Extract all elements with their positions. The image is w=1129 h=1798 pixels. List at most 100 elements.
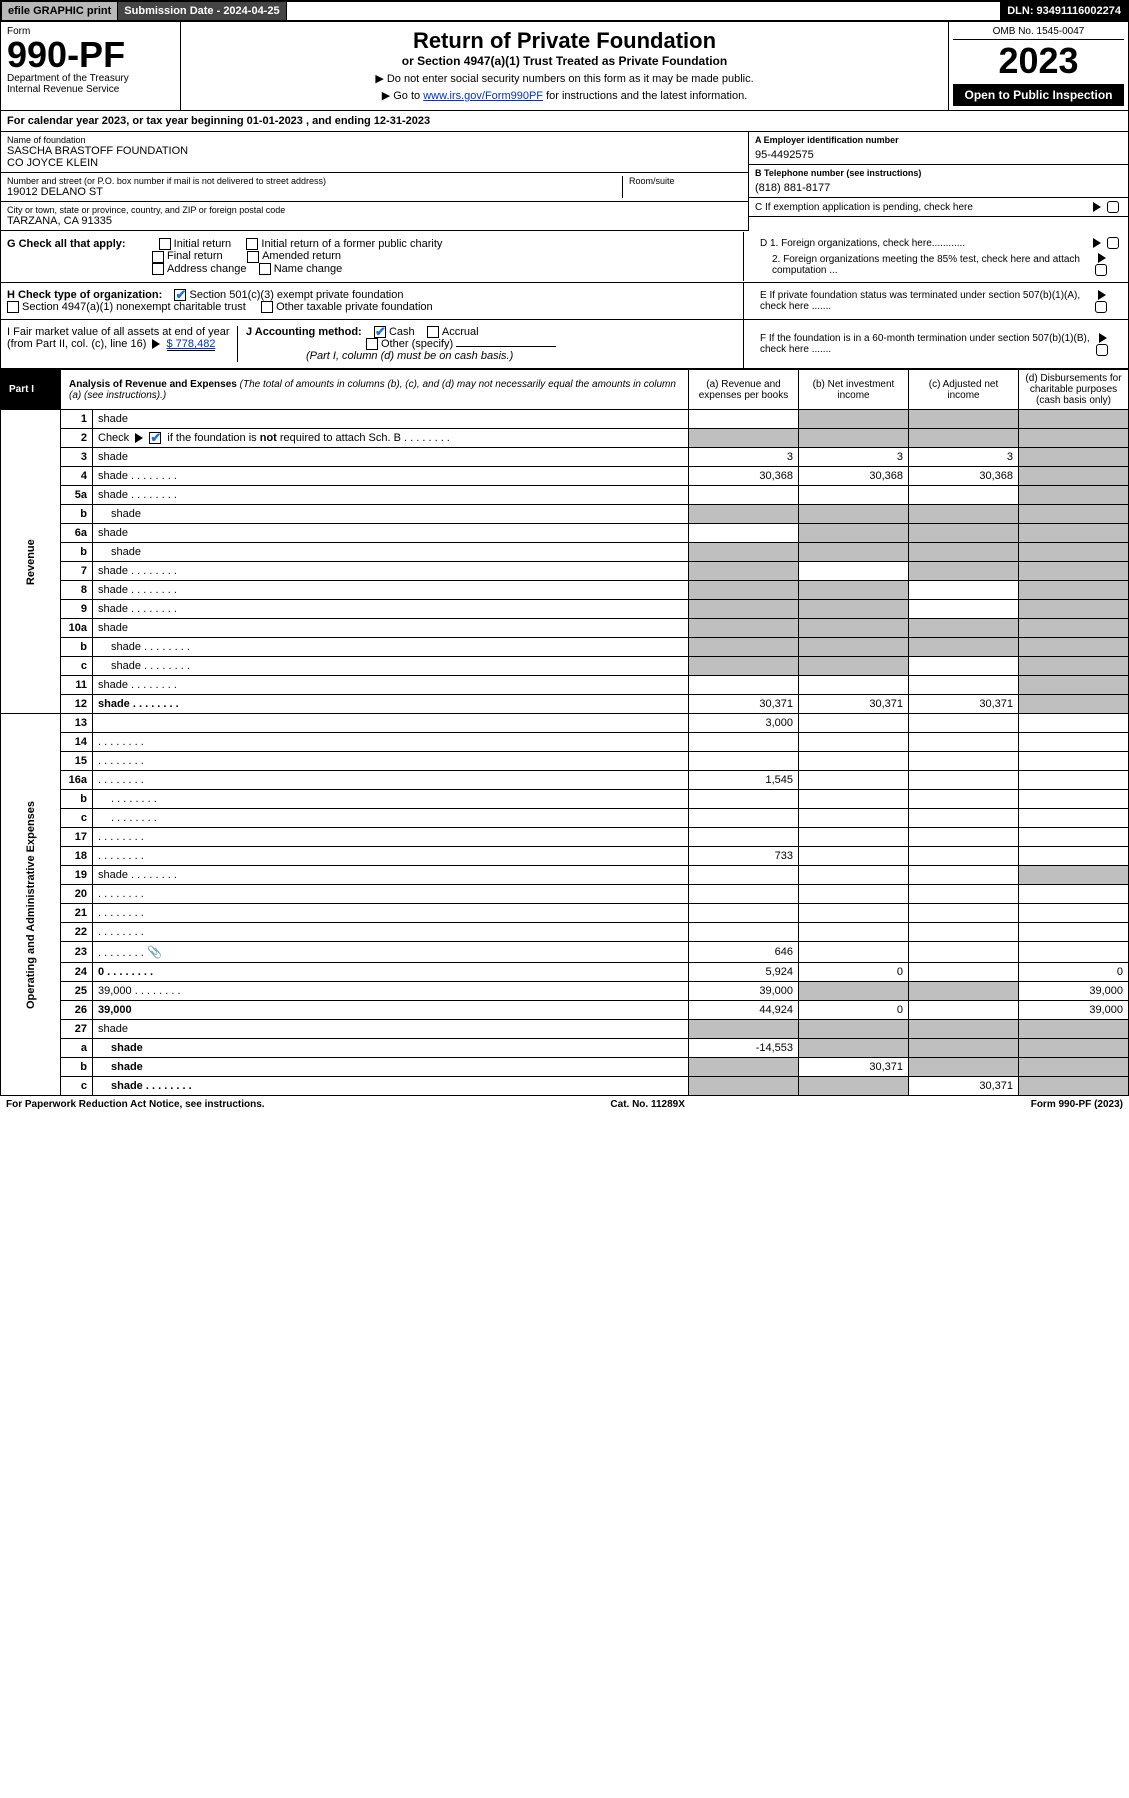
row-description: shade <box>93 524 689 543</box>
attachment-icon[interactable]: 📎 <box>144 945 162 959</box>
g-opt-4: Address change <box>167 263 247 275</box>
cell-d <box>1019 847 1129 866</box>
row-number: 23 <box>61 942 93 963</box>
h-501-checkbox[interactable] <box>174 289 186 301</box>
cell-b <box>799 982 909 1001</box>
cell-b: 30,371 <box>799 1058 909 1077</box>
table-row: 6ashade <box>1 524 1129 543</box>
foundation-name-cell: Name of foundation SASCHA BRASTOFF FOUND… <box>1 132 748 173</box>
cell-a <box>689 600 799 619</box>
arrow-icon <box>1093 238 1101 248</box>
cell-c: 3 <box>909 448 1019 467</box>
row-description: shade . . . . . . . . <box>93 467 689 486</box>
d2-checkbox[interactable] <box>1095 264 1107 276</box>
cell-d <box>1019 904 1129 923</box>
irs-link[interactable]: www.irs.gov/Form990PF <box>423 90 543 102</box>
j-accrual-checkbox[interactable] <box>427 326 439 338</box>
name-value: SASCHA BRASTOFF FOUNDATION CO JOYCE KLEI… <box>7 145 742 169</box>
g-initial-checkbox[interactable] <box>159 238 171 250</box>
col-c-header: (c) Adjusted net income <box>909 370 1019 410</box>
g-name-checkbox[interactable] <box>259 263 271 275</box>
i-value[interactable]: $ 778,482 <box>167 338 216 351</box>
table-row: 10ashade <box>1 619 1129 638</box>
g-opt-5: Name change <box>274 263 343 275</box>
j-other-checkbox[interactable] <box>366 338 378 350</box>
cell-c <box>909 809 1019 828</box>
row-description: 39,000 . . . . . . . . <box>93 982 689 1001</box>
e-label: E If private foundation status was termi… <box>760 290 1095 312</box>
row-number: 2 <box>61 429 93 448</box>
cell-a <box>689 790 799 809</box>
h-4947-checkbox[interactable] <box>7 301 19 313</box>
table-row: cshade . . . . . . . . <box>1 657 1129 676</box>
cell-d <box>1019 771 1129 790</box>
cell-d <box>1019 942 1129 963</box>
row-number: 20 <box>61 885 93 904</box>
table-row: bshade . . . . . . . . <box>1 638 1129 657</box>
g-initial-former-checkbox[interactable] <box>246 238 258 250</box>
schb-checkbox[interactable] <box>149 432 161 444</box>
cell-a <box>689 581 799 600</box>
row-number: 5a <box>61 486 93 505</box>
h-other-checkbox[interactable] <box>261 301 273 313</box>
d2-label: 2. Foreign organizations meeting the 85%… <box>760 254 1095 276</box>
table-row: 2539,000 . . . . . . . .39,00039,000 <box>1 982 1129 1001</box>
cell-a <box>689 828 799 847</box>
dln-label: DLN: 93491116002274 <box>1001 2 1127 20</box>
efile-label[interactable]: efile GRAPHIC print <box>2 2 118 20</box>
h-4947-label: Section 4947(a)(1) nonexempt charitable … <box>22 301 246 313</box>
j-cash-checkbox[interactable] <box>374 326 386 338</box>
table-row: 2Check if the foundation is not required… <box>1 429 1129 448</box>
cell-d <box>1019 1039 1129 1058</box>
cell-c <box>909 828 1019 847</box>
d1-checkbox[interactable] <box>1107 237 1119 249</box>
cell-b <box>799 1020 909 1039</box>
g-final-checkbox[interactable] <box>152 251 164 263</box>
g-address-checkbox[interactable] <box>152 263 164 275</box>
row-description: shade . . . . . . . . <box>93 695 689 714</box>
cell-c <box>909 619 1019 638</box>
row-description: shade <box>93 1020 689 1039</box>
cell-c <box>909 847 1019 866</box>
cell-a <box>689 1058 799 1077</box>
cell-b <box>799 904 909 923</box>
g-label: G Check all that apply: <box>7 238 126 250</box>
table-row: ashade-14,553 <box>1 1039 1129 1058</box>
cell-b: 30,368 <box>799 467 909 486</box>
table-row: 17 . . . . . . . . <box>1 828 1129 847</box>
cell-b <box>799 847 909 866</box>
g-opt-3: Amended return <box>262 250 341 262</box>
cell-d <box>1019 562 1129 581</box>
submission-date: Submission Date - 2024-04-25 <box>118 2 286 20</box>
row-description: shade <box>93 619 689 638</box>
cell-c: 30,371 <box>909 1077 1019 1096</box>
f-checkbox[interactable] <box>1096 344 1108 356</box>
row-description: . . . . . . . . 📎 <box>93 942 689 963</box>
tel-cell: B Telephone number (see instructions) (8… <box>749 165 1128 198</box>
cell-d: 0 <box>1019 963 1129 982</box>
instr-1: ▶ Do not enter social security numbers o… <box>187 72 942 85</box>
tel-label: B Telephone number (see instructions) <box>755 168 1122 178</box>
row-number: b <box>61 638 93 657</box>
revenue-side-label: Revenue <box>1 410 61 714</box>
cell-d <box>1019 657 1129 676</box>
table-row: cshade . . . . . . . .30,371 <box>1 1077 1129 1096</box>
e-checkbox[interactable] <box>1095 301 1107 313</box>
row-description: shade <box>93 505 689 524</box>
h-other-label: Other taxable private foundation <box>276 301 433 313</box>
arrow-icon <box>1098 253 1106 263</box>
table-row: c . . . . . . . . <box>1 809 1129 828</box>
g-amended-checkbox[interactable] <box>247 251 259 263</box>
cell-a: 733 <box>689 847 799 866</box>
row-number: b <box>61 790 93 809</box>
cell-a <box>689 619 799 638</box>
c-checkbox[interactable] <box>1107 201 1119 213</box>
table-row: 15 . . . . . . . . <box>1 752 1129 771</box>
row-description: . . . . . . . . <box>93 885 689 904</box>
ein-label: A Employer identification number <box>755 135 1122 145</box>
row-description: shade . . . . . . . . <box>93 866 689 885</box>
cell-a <box>689 486 799 505</box>
cell-a <box>689 904 799 923</box>
cell-b <box>799 828 909 847</box>
open-public-badge: Open to Public Inspection <box>953 84 1124 106</box>
